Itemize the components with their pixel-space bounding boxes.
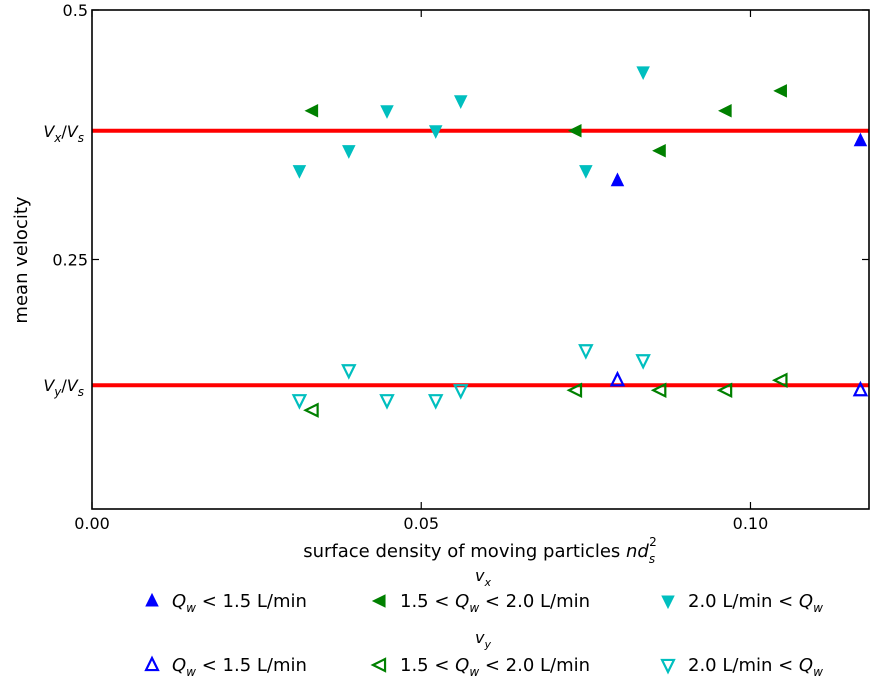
legend-marker-triangle-down bbox=[660, 658, 676, 675]
reference-line-label-2: Vy/Vs bbox=[43, 376, 84, 399]
axis-ticks: 0.00 0.05 0.10 0.25 0.5 bbox=[52, 1, 869, 533]
legend-marker-triangle-left bbox=[371, 594, 386, 608]
data-point-vx-triangle-down bbox=[292, 165, 307, 179]
legend-marker-triangle-up bbox=[144, 655, 160, 672]
data-point-vx-triangle-down bbox=[636, 66, 650, 81]
data-point-vy-triangle-down bbox=[341, 364, 357, 380]
legend-entry-label: Qw​ < 1.5 L/min bbox=[172, 591, 307, 615]
reference-line-label-1: Vx/Vs bbox=[43, 122, 84, 145]
data-point-vx-triangle-up bbox=[610, 172, 625, 187]
legend-group-title: vx bbox=[475, 566, 491, 589]
x-axis-label: surface density of moving particles nds2 bbox=[303, 535, 657, 566]
data-point-vy-triangle-up bbox=[609, 370, 626, 387]
legend-marker-triangle-up bbox=[145, 592, 159, 607]
data-point-vy-triangle-left bbox=[650, 382, 667, 398]
legend-entry-label: 1.5 < Qw​ < 2.0 L/min bbox=[400, 591, 590, 615]
data-point-vy-triangle-left bbox=[771, 372, 788, 388]
data-point-vy-triangle-left bbox=[303, 402, 319, 418]
data-point-vx-triangle-down bbox=[453, 95, 468, 109]
data-point-vy-triangle-down bbox=[578, 344, 594, 360]
y-axis-label: mean velocity bbox=[11, 196, 32, 323]
data-point-vy-triangle-down bbox=[635, 354, 651, 370]
data-point-vx-triangle-left bbox=[773, 84, 787, 98]
data-point-vx-triangle-down bbox=[380, 105, 394, 119]
data-point-vx-triangle-down bbox=[342, 145, 356, 159]
legend: vx Qw​ < 1.5 L/min 1.5 < Qw​ < 2.0 L/min 2.… bbox=[144, 566, 823, 679]
data-point-vy-triangle-left bbox=[716, 382, 733, 398]
legend-entry-label: Qw​ < 1.5 L/min bbox=[172, 655, 307, 679]
x-tick-label: 0.05 bbox=[403, 514, 439, 533]
data-point-vx-triangle-up bbox=[853, 132, 868, 147]
data-point-vy-triangle-left bbox=[566, 382, 583, 398]
y-tick-label: 0.5 bbox=[63, 1, 88, 20]
x-tick-label: 0.00 bbox=[74, 514, 110, 533]
data-point-vx-triangle-left bbox=[567, 124, 582, 138]
y-tick-label: 0.25 bbox=[52, 251, 88, 270]
data-point-vx-triangle-down bbox=[579, 165, 593, 179]
plot-frame bbox=[91, 9, 870, 510]
x-tick-label: 0.10 bbox=[733, 514, 769, 533]
legend-entry-label: 1.5 < Qw​ < 2.0 L/min bbox=[400, 655, 590, 679]
data-point-vy-triangle-down bbox=[291, 394, 308, 410]
data-markers bbox=[291, 66, 869, 418]
reference-lines bbox=[92, 128, 869, 388]
reference-line-labels: Vx/Vs Vy/Vs bbox=[43, 122, 84, 399]
data-point-vx-triangle-down bbox=[428, 125, 443, 139]
legend-group-title: vy bbox=[475, 628, 491, 651]
data-point-vx-triangle-left bbox=[717, 104, 732, 118]
data-point-vy-triangle-down bbox=[453, 384, 469, 400]
legend-marker-triangle-down bbox=[661, 595, 675, 610]
data-point-vy-triangle-up bbox=[852, 380, 869, 397]
data-point-vy-triangle-down bbox=[428, 394, 444, 410]
legend-entry-label: 2.0 L/min < Qw​ bbox=[688, 655, 823, 679]
data-point-vx-triangle-left bbox=[652, 143, 666, 158]
data-point-vx-triangle-left bbox=[304, 104, 319, 118]
legend-marker-triangle-left bbox=[370, 657, 387, 673]
data-point-vy-triangle-down bbox=[379, 394, 395, 410]
legend-entry-label: 2.0 L/min < Qw​ bbox=[688, 591, 823, 615]
